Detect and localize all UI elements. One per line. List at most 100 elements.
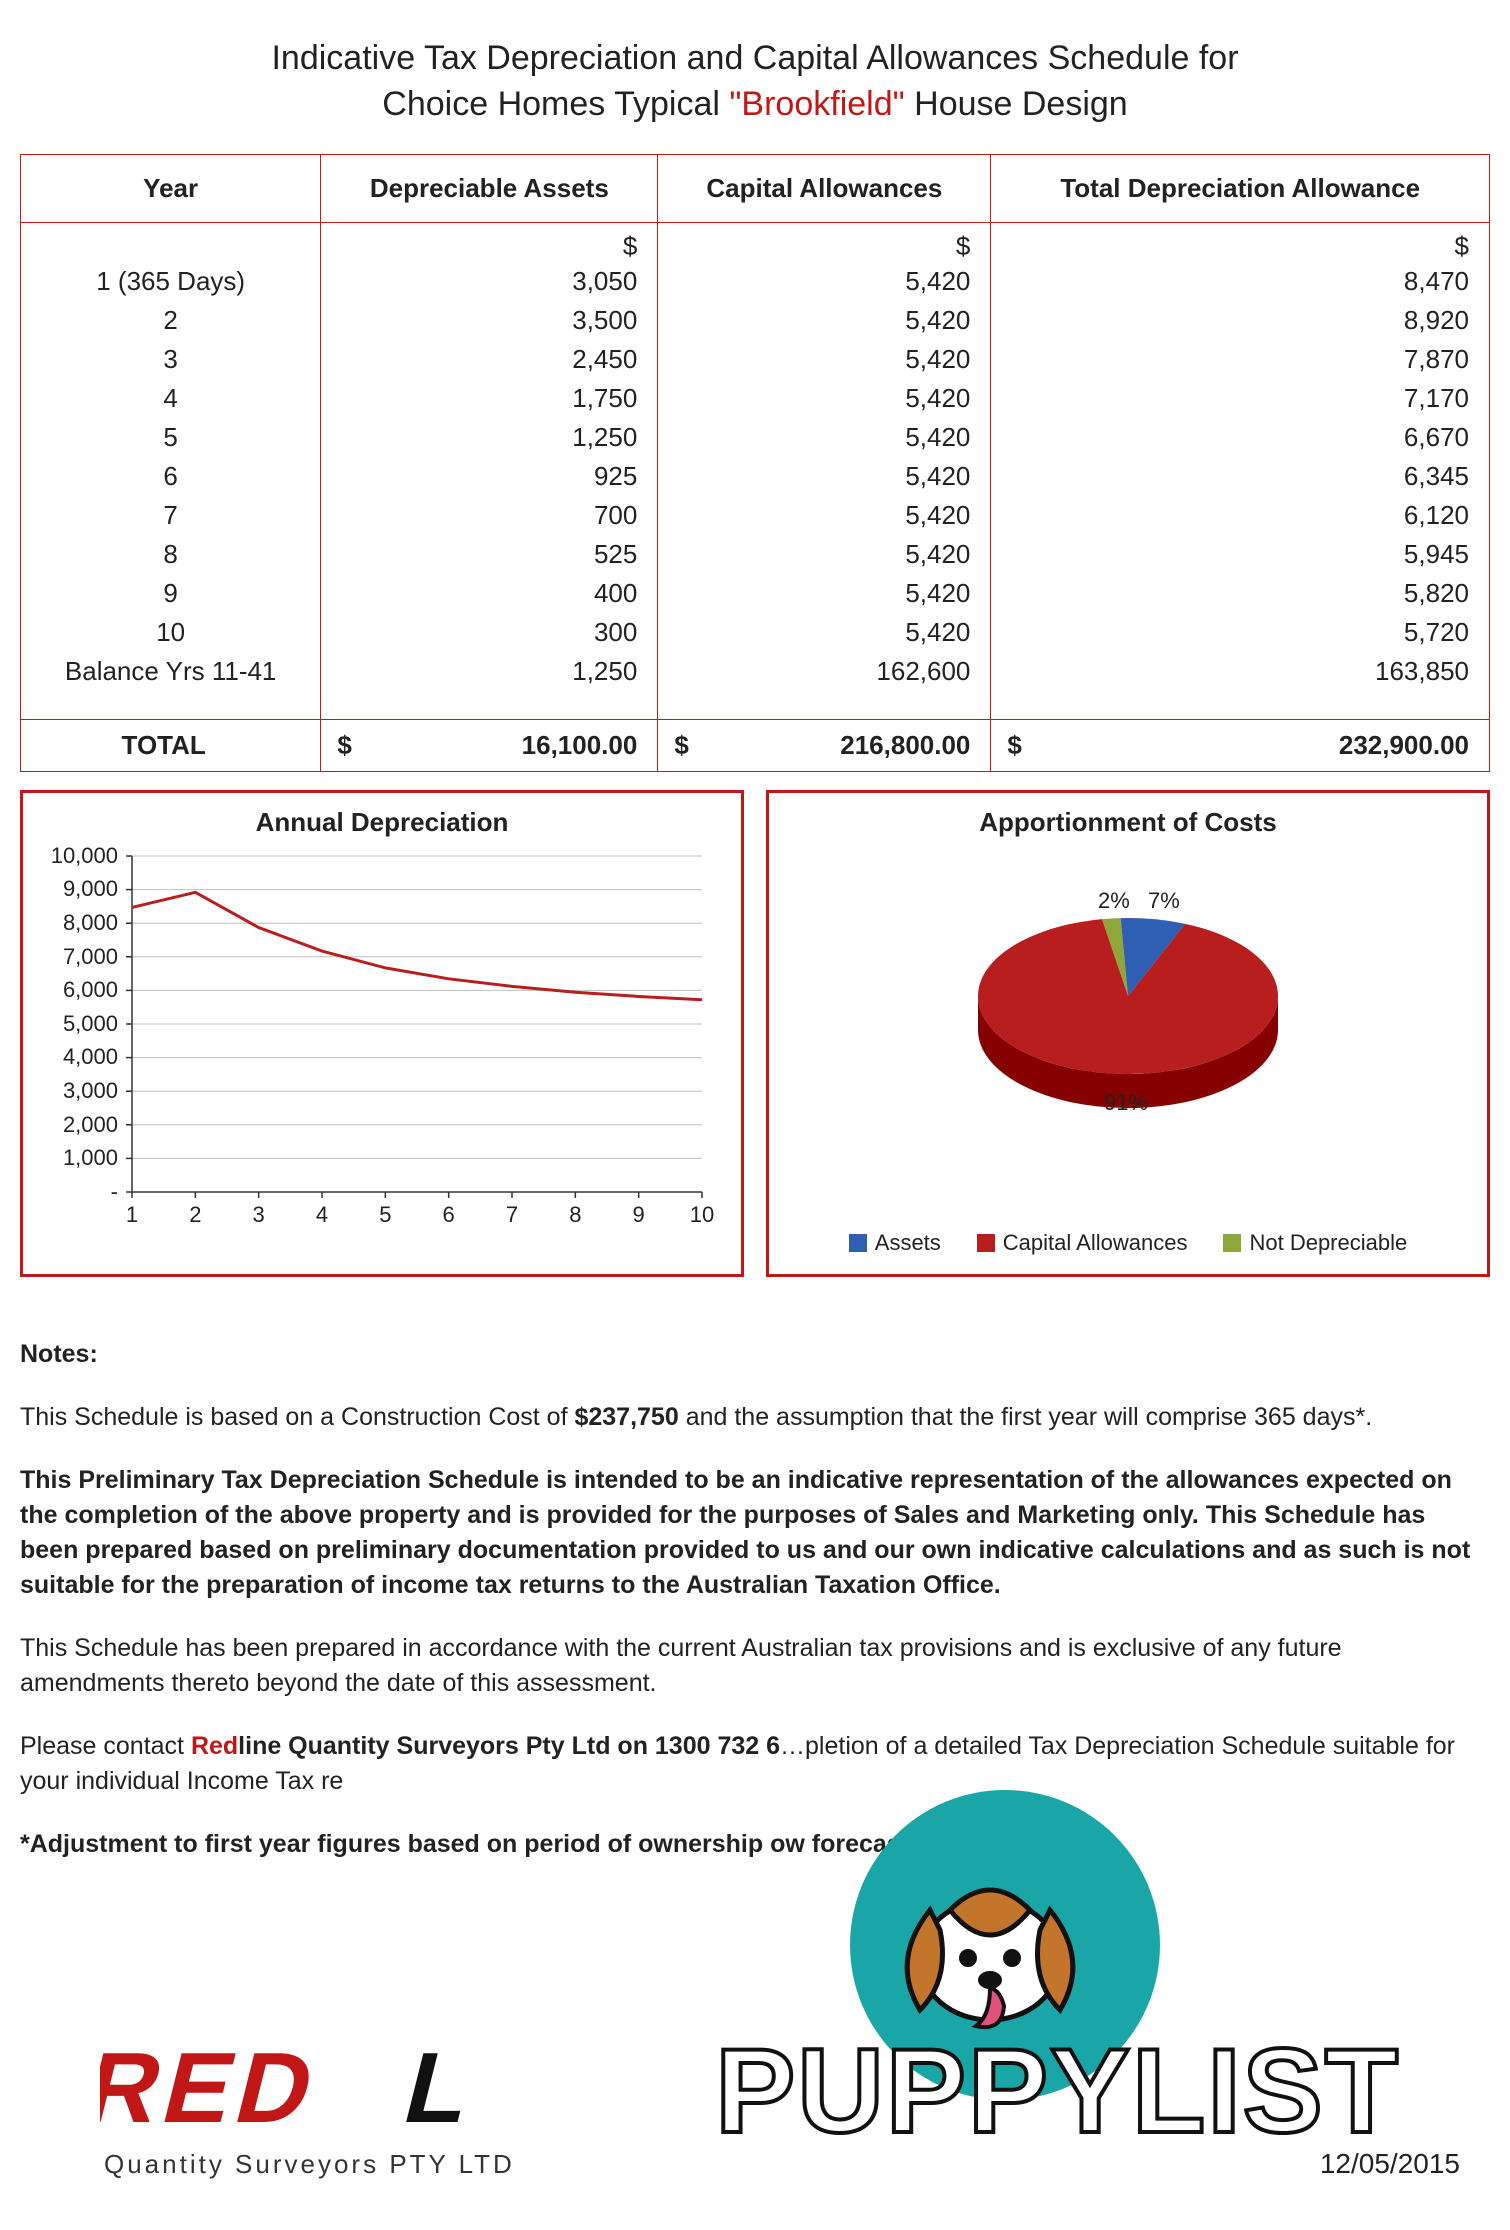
currency-cell: $ [658, 222, 991, 262]
line-xlabel: 5 [370, 1202, 400, 1228]
table-cell: 8 [21, 535, 321, 574]
redline-red-text: RED [100, 2040, 331, 2144]
table-cell: 7,870 [991, 340, 1490, 379]
table-cell: 163,850 [991, 652, 1490, 691]
table-cell: 6 [21, 457, 321, 496]
line-xlabel: 2 [180, 1202, 210, 1228]
notes-p1c: and the assumption that the first year w… [679, 1403, 1372, 1431]
table-cell: 5,720 [991, 613, 1490, 652]
line-ylabel: 8,000 [42, 910, 118, 936]
th-capital: Capital Allowances [658, 154, 991, 222]
redline-subtitle: Quantity Surveyors PTY LTD [104, 2149, 660, 2180]
title-line2-pre: Choice Homes Typical [382, 85, 729, 123]
title-line2-post: House Design [905, 85, 1128, 123]
legend-swatch [1223, 1234, 1241, 1252]
legend-label: Assets [875, 1230, 941, 1256]
line-xlabel: 1 [117, 1202, 147, 1228]
line-ylabel: 4,000 [42, 1044, 118, 1070]
notes-p1: This Schedule is based on a Construction… [20, 1400, 1490, 1435]
table-cell: 525 [321, 535, 658, 574]
th-year: Year [21, 154, 321, 222]
table-cell: Balance Yrs 11-41 [21, 652, 321, 691]
legend-swatch [849, 1234, 867, 1252]
title-line1: Indicative Tax Depreciation and Capital … [271, 39, 1238, 77]
table-cell: 7,170 [991, 379, 1490, 418]
page-title: Indicative Tax Depreciation and Capital … [20, 36, 1490, 128]
pie-chart-title: Apportionment of Costs [779, 807, 1477, 838]
table-cell: 6,345 [991, 457, 1490, 496]
pie-value-label: 91% [1104, 1090, 1148, 1116]
pie-legend-item: Capital Allowances [977, 1230, 1188, 1256]
table-cell: 5,945 [991, 535, 1490, 574]
table-cell: 700 [321, 496, 658, 535]
depreciation-table: Year Depreciable Assets Capital Allowanc… [20, 154, 1490, 772]
line-ylabel: 5,000 [42, 1011, 118, 1037]
line-xlabel: 8 [560, 1202, 590, 1228]
puppylist-word: PUPPYLIST [715, 2022, 1400, 2160]
total-assets: $16,100.00 [321, 719, 658, 771]
legend-label: Capital Allowances [1003, 1230, 1188, 1256]
pie-legend-item: Assets [849, 1230, 941, 1256]
notes-p5: *Adjustment to first year figures based … [20, 1827, 1490, 1862]
table-cell: 1 (365 Days) [21, 262, 321, 301]
table-cell: 5,420 [658, 457, 991, 496]
notes-p4: Please contact Redline Quantity Surveyor… [20, 1729, 1490, 1799]
line-ylabel: 9,000 [42, 876, 118, 902]
table-cell: 8,920 [991, 301, 1490, 340]
table-cell: 9 [21, 574, 321, 613]
th-total: Total Depreciation Allowance [991, 154, 1490, 222]
notes-section: Notes: This Schedule is based on a Const… [20, 1337, 1490, 1862]
line-chart-title: Annual Depreciation [33, 807, 731, 838]
table-cell: 5,420 [658, 496, 991, 535]
notes-p3: This Schedule has been prepared in accor… [20, 1631, 1490, 1701]
table-cell: 5,420 [658, 340, 991, 379]
table-cell: 5,420 [658, 535, 991, 574]
line-xlabel: 6 [434, 1202, 464, 1228]
table-cell: 1,250 [321, 652, 658, 691]
total-all: $232,900.00 [991, 719, 1490, 771]
line-ylabel: 7,000 [42, 944, 118, 970]
line-ylabel: 3,000 [42, 1078, 118, 1104]
line-xlabel: 7 [497, 1202, 527, 1228]
table-cell: 162,600 [658, 652, 991, 691]
redline-rest-text: L [394, 2040, 483, 2144]
table-cell: 300 [321, 613, 658, 652]
redline-logo: RED L Quantity Surveyors PTY LTD [100, 2040, 660, 2180]
pie-value-label: 2% [1098, 888, 1130, 914]
notes-p4b: line Quantity Surveyors Pty Ltd on 1300 … [238, 1732, 780, 1760]
line-ylabel: - [42, 1179, 118, 1205]
table-cell: 6,670 [991, 418, 1490, 457]
table-cell: 10 [21, 613, 321, 652]
table-cell: 3,050 [321, 262, 658, 301]
table-cell: 1,250 [321, 418, 658, 457]
line-ylabel: 10,000 [42, 843, 118, 869]
notes-p1b: $237,750 [574, 1403, 678, 1431]
total-label: TOTAL [21, 719, 321, 771]
table-cell: 5,420 [658, 574, 991, 613]
total-capital: $216,800.00 [658, 719, 991, 771]
line-ylabel: 2,000 [42, 1112, 118, 1138]
footer: RED L Quantity Surveyors PTY LTD 12/05/2… [20, 1890, 1490, 2210]
pie-legend-item: Not Depreciable [1223, 1230, 1407, 1256]
table-cell: 400 [321, 574, 658, 613]
pie-chart-panel: Apportionment of Costs 2%7%91% AssetsCap… [766, 790, 1490, 1277]
table-cell: 5,420 [658, 262, 991, 301]
table-cell: 5 [21, 418, 321, 457]
currency-cell [21, 222, 321, 262]
table-cell: 8,470 [991, 262, 1490, 301]
notes-p4-red: Red [191, 1732, 238, 1760]
line-chart-svg [42, 842, 722, 1238]
table-cell: 5,820 [991, 574, 1490, 613]
pie-legend: Assets Capital Allowances Not Depreciable [779, 1230, 1477, 1256]
currency-cell: $ [321, 222, 658, 262]
title-highlight: "Brookfield" [729, 85, 904, 123]
currency-cell: $ [991, 222, 1490, 262]
line-xlabel: 9 [624, 1202, 654, 1228]
th-assets: Depreciable Assets [321, 154, 658, 222]
table-cell: 5,420 [658, 379, 991, 418]
notes-heading: Notes: [20, 1337, 1490, 1372]
table-cell: 7 [21, 496, 321, 535]
line-xlabel: 10 [687, 1202, 717, 1228]
line-chart-panel: Annual Depreciation -1,0002,0003,0004,00… [20, 790, 744, 1277]
line-xlabel: 3 [244, 1202, 274, 1228]
